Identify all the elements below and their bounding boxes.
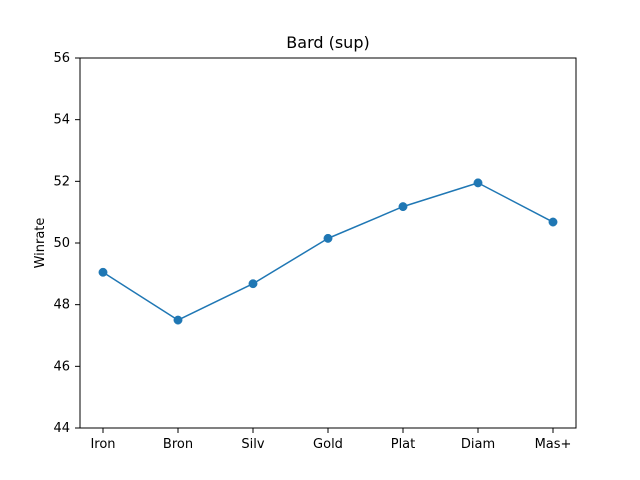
data-point — [473, 178, 483, 188]
x-tick-label: Silv — [241, 437, 264, 452]
y-tick-label: 48 — [53, 298, 70, 313]
data-point — [248, 279, 258, 289]
plot-frame — [79, 57, 577, 429]
data-point — [323, 233, 333, 243]
data-point — [548, 217, 558, 227]
x-tick-label: Plat — [391, 437, 416, 452]
y-axis-label: Winrate — [33, 218, 48, 269]
x-axis-ticks: Iron Bron Silv Gold Plat Diam Mas+ — [90, 428, 571, 452]
series-layer — [98, 178, 558, 325]
x-tick-label: Iron — [90, 437, 115, 452]
y-axis-ticks: 44 46 48 50 52 54 56 — [53, 51, 80, 436]
chart-title: Bard (sup) — [286, 33, 369, 52]
x-tick-label: Diam — [461, 437, 495, 452]
y-tick-label: 44 — [53, 421, 70, 436]
x-tick-label: Gold — [313, 437, 343, 452]
y-tick-label: 54 — [53, 113, 70, 128]
y-tick-label: 56 — [53, 51, 70, 66]
data-point — [98, 267, 108, 277]
y-tick-label: 52 — [53, 174, 70, 189]
data-point — [173, 315, 183, 325]
y-tick-label: 50 — [53, 236, 70, 251]
data-point — [398, 202, 408, 212]
y-tick-label: 46 — [53, 359, 70, 374]
x-tick-label: Mas+ — [535, 437, 572, 452]
x-tick-label: Bron — [163, 437, 193, 452]
